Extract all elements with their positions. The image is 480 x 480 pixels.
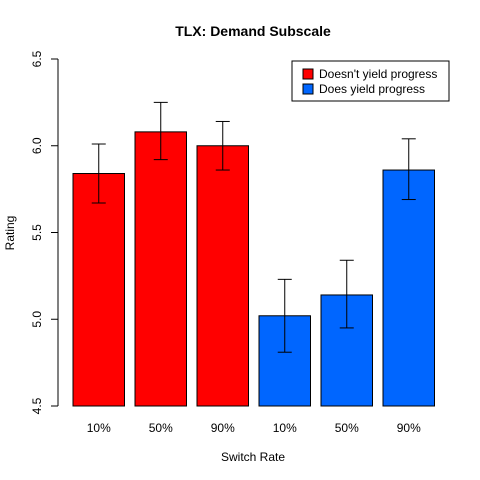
bar [134, 131, 187, 407]
x-tick-label: 90% [397, 421, 421, 435]
y-tick-label: 6.0 [30, 137, 44, 154]
x-tick-labels: 10% 50% 90% 10% 50% 90% [87, 421, 421, 435]
x-tick-label: 50% [149, 421, 173, 435]
legend-swatch [302, 83, 314, 95]
legend-box [291, 60, 450, 102]
y-tick-label: 5.5 [30, 224, 44, 241]
x-tick-label: 10% [273, 421, 297, 435]
bar [72, 173, 125, 407]
bars-group [72, 131, 435, 407]
x-tick-label: 90% [211, 421, 235, 435]
y-tick-label: 4.5 [30, 397, 44, 414]
legend-swatch [302, 68, 314, 80]
bar [382, 169, 435, 407]
y-tick-label: 6.5 [30, 50, 44, 67]
y-tick-label: 5.0 [30, 311, 44, 328]
legend-label: Doesn't yield progress [319, 67, 437, 81]
x-axis-label: Switch Rate [221, 450, 285, 464]
error-bars-group [91, 101, 416, 353]
bar [196, 145, 249, 407]
chart-title: TLX: Demand Subscale [175, 23, 331, 39]
y-axis-label: Rating [3, 216, 17, 251]
legend-label: Does yield progress [319, 82, 425, 96]
x-tick-label: 10% [87, 421, 111, 435]
y-axis: 4.5 5.0 5.5 6.0 6.5 [30, 50, 59, 414]
x-tick-label: 50% [335, 421, 359, 435]
